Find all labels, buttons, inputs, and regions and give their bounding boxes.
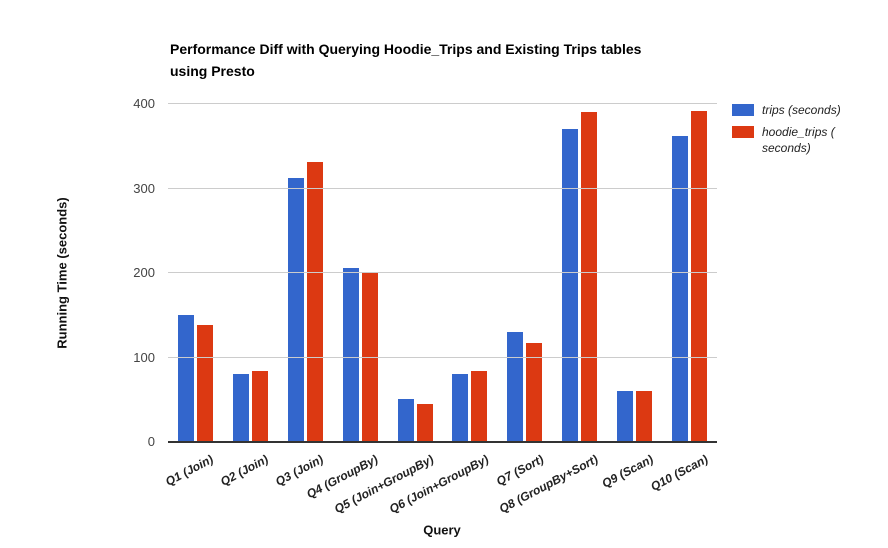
bar-group-4 <box>333 104 388 442</box>
y-tick-label-100: 100 <box>133 349 155 365</box>
legend-item-2: hoodie_trips ( seconds) <box>732 124 841 156</box>
bar-hoodie_trips-9 <box>636 391 653 442</box>
bar-group-9 <box>607 104 662 442</box>
bar-group-6 <box>443 104 498 442</box>
legend-label-line: trips (seconds) <box>762 103 841 117</box>
bar-hoodie_trips-10 <box>691 110 708 442</box>
plot-area <box>168 103 717 443</box>
x-tick-label-10: Q10 (Scan) <box>648 452 711 494</box>
bar-trips-6 <box>452 374 469 442</box>
legend-item-1: trips (seconds) <box>732 102 841 118</box>
gridline-0 <box>168 441 717 443</box>
x-axis-title: Query <box>423 522 461 538</box>
bar-hoodie_trips-3 <box>306 162 323 442</box>
bar-hoodie_trips-2 <box>251 371 268 442</box>
y-axis-title: Running Time (seconds) <box>54 197 70 349</box>
bar-group-8 <box>552 104 607 442</box>
bar-trips-3 <box>287 178 304 442</box>
bar-hoodie_trips-5 <box>416 404 433 442</box>
bar-group-3 <box>278 104 333 442</box>
y-tick-label-400: 400 <box>133 96 155 111</box>
y-tick-label-0: 0 <box>147 434 155 449</box>
bar-trips-5 <box>397 398 414 442</box>
bar-group-10 <box>662 104 717 442</box>
bar-group-2 <box>223 104 278 442</box>
chart-title-line-1: Performance Diff with Querying Hoodie_Tr… <box>170 41 642 57</box>
legend-label-line: hoodie_trips ( <box>762 125 835 139</box>
gridline-400 <box>168 103 717 104</box>
x-tick-label-5: Q5 (Join+GroupBy) <box>331 452 436 517</box>
bar-trips-7 <box>507 332 524 442</box>
bar-hoodie_trips-6 <box>471 371 488 442</box>
x-tick-label-8: Q8 (GroupBy+Sort) <box>496 452 601 516</box>
legend-swatch-1 <box>732 104 754 116</box>
gridline-100 <box>168 356 717 358</box>
gridline-200 <box>168 272 717 273</box>
bar-group-1 <box>168 104 223 442</box>
bar-trips-4 <box>342 267 359 442</box>
bar-trips-2 <box>232 374 249 442</box>
chart-title-line-2: using Presto <box>170 63 255 79</box>
x-tick-label-9: Q9 (Scan) <box>599 452 656 491</box>
bar-trips-9 <box>617 390 634 442</box>
legend: trips (seconds) hoodie_trips ( seconds) <box>732 102 841 162</box>
y-tick-label-200: 200 <box>133 265 155 280</box>
bar-trips-8 <box>562 129 579 442</box>
chart-title: Performance Diff with Querying Hoodie_Tr… <box>170 38 641 82</box>
gridline-300 <box>168 187 717 189</box>
bar-series-container <box>168 104 717 442</box>
legend-label-line: seconds) <box>762 141 811 155</box>
x-tick-label-6: Q6 (Join+GroupBy) <box>386 452 491 517</box>
bar-hoodie_trips-7 <box>526 343 543 442</box>
x-tick-label-2: Q2 (Join) <box>218 452 271 489</box>
legend-label-1: trips (seconds) <box>762 102 841 118</box>
bar-hoodie_trips-8 <box>581 112 598 442</box>
bar-group-7 <box>497 104 552 442</box>
legend-swatch-2 <box>732 126 754 138</box>
bar-trips-10 <box>672 136 689 442</box>
bar-group-5 <box>388 104 443 442</box>
bar-trips-1 <box>177 315 194 442</box>
legend-label-2: hoodie_trips ( seconds) <box>762 124 835 156</box>
x-tick-label-1: Q1 (Join) <box>163 452 217 489</box>
bar-hoodie_trips-1 <box>196 325 213 442</box>
y-tick-label-300: 300 <box>133 180 155 196</box>
